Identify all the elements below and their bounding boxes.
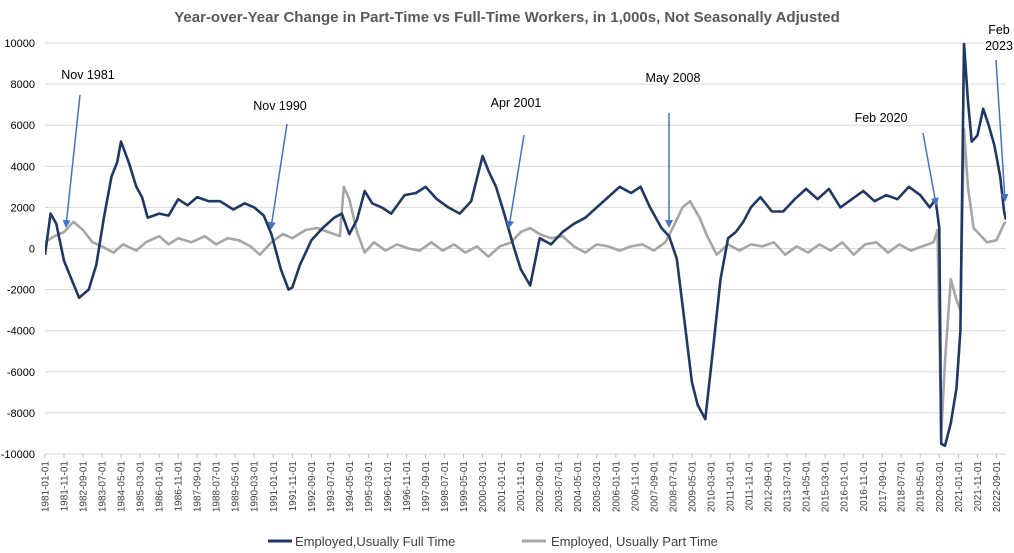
x-tick-label: 2006-11-01	[630, 461, 641, 512]
legend-label: Employed,Usually Full Time	[295, 534, 455, 549]
x-tick-label: 2021-11-01	[973, 461, 984, 512]
y-tick-label: -6000	[7, 367, 35, 379]
y-tick-label: 4000	[11, 161, 35, 173]
x-tick-label: 1994-05-01	[345, 461, 356, 513]
x-tick-label: 1993-07-01	[326, 461, 337, 513]
x-tick-label: 1995-03-01	[364, 461, 375, 513]
annotation-label: Nov 1990	[253, 99, 307, 113]
x-tick-label: 2003-07-01	[554, 461, 565, 513]
y-tick-label: 8000	[11, 79, 35, 91]
x-tick-label: 2005-03-01	[592, 461, 603, 513]
y-tick-label: 6000	[11, 120, 35, 132]
annotation-label: Nov 1981	[61, 68, 115, 82]
legend: Employed,Usually Full Time Employed, Usua…	[268, 534, 718, 549]
x-tick-label: 1989-05-01	[231, 461, 242, 513]
x-tick-label: 2000-03-01	[478, 461, 489, 513]
x-tick-label: 1984-05-01	[117, 461, 128, 513]
x-tick-label: 2008-07-01	[668, 461, 679, 513]
x-tick-label: 1996-01-01	[383, 461, 394, 513]
y-tick-label: -8000	[7, 408, 35, 420]
x-tick-label: 1992-09-01	[307, 461, 318, 513]
x-tick-label: 2004-05-01	[573, 461, 584, 513]
x-tick-label: 1983-07-01	[97, 461, 108, 513]
x-tick-label: 2018-07-01	[897, 461, 908, 513]
x-tick-label: 2007-09-01	[649, 461, 660, 513]
x-tick-label: 2010-03-01	[706, 461, 717, 513]
x-tick-label: 2016-11-01	[859, 461, 870, 512]
x-tick-label: 1985-03-01	[136, 461, 147, 513]
x-tick-label: 1996-11-01	[402, 461, 413, 512]
x-tick-label: 2011-11-01	[745, 461, 756, 511]
x-tick-label: 1991-01-01	[269, 461, 280, 513]
annotation-arrow	[922, 132, 939, 206]
x-tick-label: 2009-05-01	[687, 461, 698, 513]
y-tick-label: 0	[29, 244, 35, 256]
x-axis: 1981-01-01 1981-11-01 1982-09-01 1983-07-01…	[41, 454, 1003, 512]
annotation-arrow	[995, 59, 1009, 202]
x-tick-label: 2019-05-01	[916, 461, 927, 513]
y-axis: 10000 8000 6000 4000 2000 0 -2000 -4000 -6000 -80…	[1, 38, 35, 461]
annotation-label: May 2008	[646, 71, 701, 85]
annotation-label: Apr 2001	[491, 96, 542, 110]
x-tick-label: 2020-03-01	[935, 461, 946, 513]
legend-label: Employed, Usually Part Time	[551, 534, 718, 549]
x-tick-label: 2022-09-01	[992, 461, 1003, 513]
x-tick-label: 2021-01-01	[954, 461, 965, 513]
series-lines	[45, 43, 1006, 448]
x-tick-label: 1982-09-01	[79, 461, 90, 513]
x-tick-label: 2016-01-01	[840, 461, 851, 513]
y-tick-label: 10000	[4, 38, 35, 50]
x-tick-label: 1997-09-01	[421, 461, 432, 513]
x-tick-label: 2006-01-01	[611, 461, 622, 513]
x-tick-label: 1987-09-01	[193, 461, 204, 513]
x-tick-label: 1981-11-01	[60, 461, 71, 512]
y-tick-label: -2000	[7, 285, 35, 297]
y-tick-label: 2000	[11, 202, 35, 214]
y-tick-label: -10000	[1, 449, 35, 461]
x-tick-label: 2012-09-01	[764, 461, 775, 513]
x-tick-label: 2002-09-01	[535, 461, 546, 513]
series-line-full-time	[45, 43, 1006, 448]
x-tick-label: 1999-05-01	[459, 461, 470, 513]
x-tick-label: 2017-09-01	[878, 461, 889, 513]
x-tick-label: 2001-11-01	[516, 461, 527, 512]
x-tick-label: 1991-11-01	[288, 461, 299, 512]
x-tick-label: 1998-07-01	[440, 461, 451, 513]
annotations: Nov 1981 Nov 1990 Apr 2001 May 2008 Feb 2020…	[61, 23, 1013, 230]
x-tick-label: 2014-05-01	[802, 461, 813, 513]
annotation-label: Feb 2023	[985, 23, 1013, 53]
annotation-label: Feb 2020	[855, 111, 908, 125]
annotation-arrow	[267, 123, 288, 230]
x-tick-label: 1981-01-01	[41, 461, 52, 513]
gridlines	[45, 42, 1006, 455]
y-tick-label: -4000	[7, 326, 35, 338]
x-tick-label: 1986-01-01	[155, 461, 166, 513]
annotation-arrow	[62, 94, 81, 228]
x-tick-label: 1990-03-01	[250, 461, 261, 513]
x-tick-label: 2013-07-01	[783, 461, 794, 513]
x-tick-label: 2001-01-01	[497, 461, 508, 513]
x-tick-label: 1986-11-01	[174, 461, 185, 512]
x-tick-label: 2011-01-01	[726, 461, 737, 512]
annotation-arrow	[506, 134, 525, 229]
x-tick-label: 1988-07-01	[212, 461, 223, 513]
x-tick-label: 2015-03-01	[821, 461, 832, 513]
chart-title: Year-over-Year Change in Part-Time vs Fu…	[174, 9, 840, 26]
